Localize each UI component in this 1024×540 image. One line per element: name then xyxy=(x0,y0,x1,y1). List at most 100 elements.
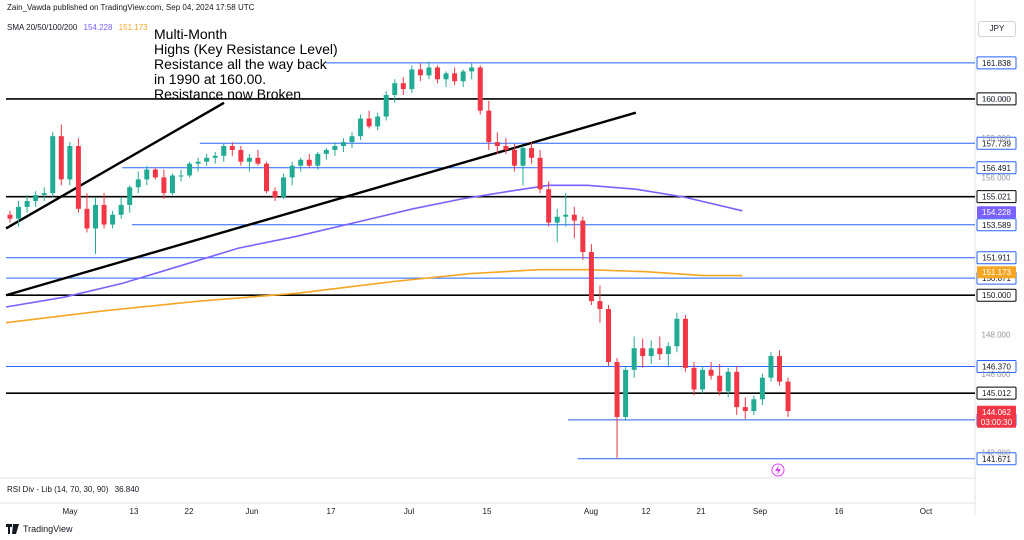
candle-body xyxy=(657,348,663,355)
level-tag xyxy=(976,92,1017,106)
level-tag xyxy=(976,288,1017,302)
time-tick-label: 22 xyxy=(185,507,194,516)
level-tag-label: 141.671 xyxy=(982,455,1011,464)
candle-body xyxy=(785,381,791,412)
candle-body xyxy=(110,214,116,225)
candle-body xyxy=(169,175,175,194)
rsi-value: 36.840 xyxy=(114,485,140,494)
time-axis: May 13 22 Jun 17 Jul 15 Aug 12 21 Sep 16 Oct xyxy=(62,463,933,516)
time-tick-label: Sep xyxy=(753,507,768,516)
candle-body xyxy=(392,83,398,95)
candle-body xyxy=(135,179,141,188)
candle-body xyxy=(469,67,475,72)
candle-body xyxy=(426,67,432,76)
candle-body xyxy=(41,193,47,196)
currency-badge[interactable]: JPY xyxy=(978,21,1016,37)
lightning-event-icon xyxy=(771,463,785,477)
candle-body xyxy=(7,214,13,219)
candle-body xyxy=(674,318,680,347)
candle-body xyxy=(281,177,287,198)
candle-body xyxy=(708,369,714,376)
time-tick-label: Oct xyxy=(920,507,933,516)
candle-body xyxy=(178,175,184,177)
candle-body xyxy=(614,361,620,417)
sma-legend[interactable]: SMA 20/50/100/200 154.228 151.173 xyxy=(7,23,152,32)
candle-body xyxy=(597,301,603,309)
level-tag-label: 156.491 xyxy=(982,164,1011,173)
sma-line xyxy=(5,184,743,308)
price-tag xyxy=(977,266,1016,279)
horizontal-levels xyxy=(6,62,975,460)
price-tag xyxy=(977,405,1016,428)
time-tick-label: 15 xyxy=(483,507,492,516)
time-tick-label: Jul xyxy=(404,507,414,516)
candle-body xyxy=(494,142,500,147)
candle-body xyxy=(554,216,560,223)
level-tag-label: 161.838 xyxy=(982,59,1011,68)
candle-body xyxy=(152,169,158,178)
level-tag-label: 160.000 xyxy=(982,95,1011,104)
candle-body xyxy=(93,204,98,229)
candle-body xyxy=(67,146,73,180)
price-tag-label: 151.173 xyxy=(982,268,1011,277)
candle-body xyxy=(315,153,321,166)
level-tag xyxy=(976,190,1017,204)
tradingview-logo-icon xyxy=(6,524,19,534)
level-tag-label: 151.911 xyxy=(982,254,1011,263)
time-tick-label: May xyxy=(62,507,77,516)
candle-body xyxy=(349,136,355,143)
candle-body xyxy=(563,214,569,217)
candle-body xyxy=(734,371,740,408)
price-tag-label: 154.228 xyxy=(982,208,1011,217)
level-tag-label: 145.012 xyxy=(982,389,1011,398)
candle-body xyxy=(255,157,261,164)
tradingview-brand[interactable]: TradingView xyxy=(6,524,73,534)
sma-line xyxy=(5,268,743,324)
trendlines xyxy=(5,101,637,297)
candle-body xyxy=(366,118,372,127)
candle-body xyxy=(477,67,483,111)
candle-body xyxy=(725,371,731,392)
candle-body xyxy=(460,71,466,82)
countdown-label: 03:00:30 xyxy=(981,418,1013,427)
price-tag xyxy=(977,206,1016,219)
candle-body xyxy=(306,159,312,166)
candle-body xyxy=(212,155,218,158)
candle-body xyxy=(717,375,723,392)
rsi-indicator-label[interactable]: RSI Div - Lib (14, 70, 30, 90) 36.840 xyxy=(7,485,143,494)
candle-body xyxy=(144,169,150,180)
candle-body xyxy=(623,369,629,417)
time-tick-label: Aug xyxy=(584,507,598,516)
candle-body xyxy=(264,163,269,192)
candle-body xyxy=(435,67,440,80)
sma-200-value: 151.173 xyxy=(118,23,148,32)
price-tag-label: 144.062 xyxy=(982,408,1011,417)
candle-body xyxy=(742,407,748,412)
candle-body xyxy=(33,195,39,201)
resistance-annotation: Multi-Month Highs (Key Resistance Level)… xyxy=(154,26,338,102)
candle-body xyxy=(246,157,252,162)
candle-body xyxy=(580,220,586,253)
price-axis: 161.838 160.000 157.739 156.491 155.021 153.5… xyxy=(976,56,1017,466)
candle-body xyxy=(588,252,594,302)
candle-body xyxy=(571,214,577,221)
published-by-text: Zain_Vawda published on TradingView.com,… xyxy=(7,3,255,12)
candle-body xyxy=(777,356,782,382)
trendline xyxy=(5,111,637,297)
price-tick-label: 160.000 xyxy=(982,95,1011,104)
candle-body xyxy=(417,69,423,76)
candle-body xyxy=(486,110,492,143)
candle-body xyxy=(768,356,774,378)
candle-body xyxy=(520,147,526,166)
candle-body xyxy=(443,73,449,80)
time-tick-label: 21 xyxy=(697,507,706,516)
candle-body xyxy=(511,149,517,166)
candle-body xyxy=(529,147,535,158)
time-tick-label: Jun xyxy=(246,507,259,516)
brand-text: TradingView xyxy=(23,524,73,534)
candle-body xyxy=(221,146,227,156)
candle-body xyxy=(195,161,201,164)
candle-body xyxy=(161,177,167,194)
candle-body xyxy=(640,348,646,357)
